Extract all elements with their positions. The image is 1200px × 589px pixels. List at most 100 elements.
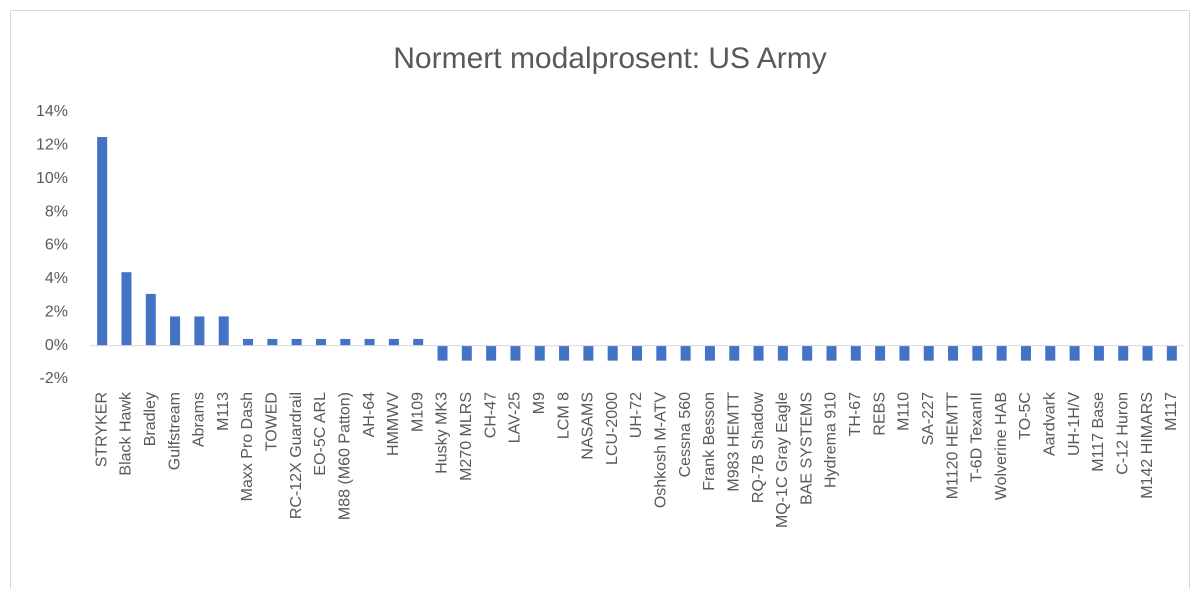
x-tick-label: Frank Besson: [701, 392, 718, 491]
bar: [1045, 345, 1056, 361]
bar: [194, 316, 205, 346]
x-tick-label: SA-227: [920, 392, 937, 445]
x-tick-label: Gulfstream: [166, 392, 183, 470]
bar: [729, 345, 740, 361]
bar: [802, 345, 813, 361]
bar: [1118, 345, 1129, 361]
bar: [437, 345, 448, 361]
chart-border: [10, 10, 1190, 589]
bar: [850, 345, 861, 361]
y-tick-label: 4%: [45, 270, 68, 287]
y-tick-label: -2%: [40, 370, 68, 387]
bar: [607, 345, 618, 361]
bar: [340, 338, 351, 346]
bar: [97, 137, 108, 346]
x-tick-label: M117 Base: [1090, 392, 1107, 472]
bar: [121, 272, 132, 346]
bar: [875, 345, 886, 361]
x-tick-label: MQ-1C Gray Eagle: [774, 392, 791, 528]
x-tick-label: CH-47: [482, 392, 499, 438]
bar: [996, 345, 1007, 361]
bar: [291, 338, 302, 346]
x-tick-label: M113: [215, 392, 232, 431]
x-tick-label: BAE SYSTEMS: [798, 392, 815, 505]
x-tick-label: Oshkosh M-ATV: [653, 392, 670, 509]
x-tick-label: Abrams: [191, 392, 208, 447]
bar: [632, 345, 642, 361]
x-tick-label: M117: [1163, 392, 1180, 431]
y-tick-label: 14%: [36, 103, 68, 120]
x-tick-label: LCU-2000: [604, 392, 621, 465]
x-tick-label: Aardvark: [1042, 391, 1059, 456]
bar: [1142, 345, 1153, 361]
x-tick-label: HMMWV: [385, 392, 402, 456]
bar: [826, 345, 837, 361]
x-tick-label: REBS: [871, 392, 888, 436]
x-tick-label: T-6D TexanII: [969, 392, 986, 482]
bar: [680, 345, 691, 361]
x-tick-label: TO-5C: [1017, 392, 1034, 440]
x-tick-label: RQ-7B Shadow: [750, 392, 767, 504]
bar: [1020, 345, 1031, 361]
bar: [413, 338, 424, 346]
x-tick-label: C-12 Huron: [1114, 392, 1131, 475]
x-tick-label: M270 MLRS: [458, 392, 475, 481]
bar: [1093, 345, 1104, 361]
x-tick-label: M88 (M60 Patton): [336, 392, 353, 520]
bar: [145, 293, 156, 346]
bar: [1069, 345, 1080, 361]
y-tick-label: 8%: [45, 203, 68, 220]
x-tick-label: Black Hawk: [118, 391, 135, 476]
x-tick-label: Husky MK3: [434, 392, 451, 474]
y-tick-label: 2%: [45, 303, 68, 320]
bar: [704, 345, 715, 361]
x-tick-label: STRYKER: [93, 392, 110, 467]
x-tick-label: Wolverine HAB: [993, 392, 1010, 500]
chart-title: Normert modalprosent: US Army: [393, 42, 826, 75]
bar: [267, 338, 278, 346]
bar: [559, 345, 570, 361]
bar: [510, 345, 521, 361]
x-tick-label: NASAMS: [580, 392, 597, 460]
x-tick-label: M110: [896, 392, 913, 431]
bar: [534, 345, 545, 361]
bar: [364, 338, 375, 346]
x-tick-label: Cessna 560: [677, 392, 694, 477]
bar: [388, 338, 399, 346]
bar: [923, 345, 934, 361]
bar: [170, 316, 181, 346]
x-tick-label: M1120 HEMTT: [944, 392, 961, 500]
x-tick-label: Hydrema 910: [823, 392, 840, 488]
x-tick-label: M109: [409, 392, 426, 432]
bar: [243, 338, 254, 346]
bar: [753, 345, 764, 361]
x-tick-label: TOWED: [264, 392, 281, 451]
y-tick-label: 12%: [36, 137, 68, 154]
x-tick-label: TH-67: [847, 392, 864, 437]
x-tick-label: UH-1H/V: [1066, 392, 1083, 456]
bar: [899, 345, 910, 361]
x-tick-label: Maxx Pro Dash: [239, 392, 256, 501]
x-tick-label: M9: [531, 392, 548, 414]
x-tick-label: EO-5C ARL: [312, 392, 329, 476]
x-tick-label: LCM 8: [555, 392, 572, 439]
x-tick-label: LAV-25: [507, 392, 524, 443]
x-tick-label: AH-64: [361, 392, 378, 437]
bar: [777, 345, 788, 361]
x-tick-label: UH-72: [628, 392, 645, 438]
y-tick-label: 0%: [45, 337, 68, 354]
bar: [1166, 345, 1177, 361]
bar: [948, 345, 959, 361]
x-tick-label: RC-12X Guardrail: [288, 392, 305, 519]
x-tick-label: M983 HEMTT: [725, 392, 742, 492]
bar: [315, 338, 326, 346]
y-tick-label: 10%: [36, 170, 68, 187]
bar: [583, 345, 594, 361]
bar: [486, 345, 497, 361]
bar: [218, 316, 229, 346]
x-tick-label: Bradley: [142, 392, 159, 446]
bar: [461, 345, 472, 361]
x-tick-label: M142 HIMARS: [1139, 392, 1156, 499]
bar: [972, 345, 983, 361]
